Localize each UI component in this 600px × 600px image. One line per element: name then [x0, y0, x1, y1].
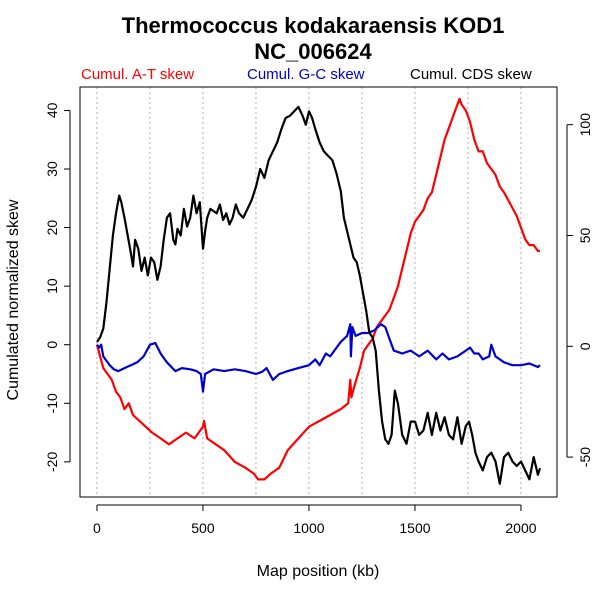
legend-gc-skew: Cumul. G-C skew: [247, 66, 365, 83]
series-line-2: [96, 105, 542, 485]
y2-tick-label: 0: [577, 342, 593, 350]
y-tick-label: 10: [44, 278, 60, 294]
chart-subtitle: NC_006624: [254, 39, 372, 64]
y-axis-right: -50 0 50 100: [566, 113, 593, 467]
y-axis-title: Cumulated normalized skew: [5, 199, 22, 400]
x-axis-title: Map position (kb): [257, 563, 380, 580]
y-tick-label: 0: [44, 341, 60, 349]
x-tick-label: 2000: [505, 520, 536, 536]
y-tick-label: 40: [44, 102, 60, 118]
series-line-1: [96, 323, 541, 393]
y2-tick-label: 100: [577, 113, 593, 137]
y2-tick-label: 50: [577, 228, 593, 244]
y-tick-label: 20: [44, 220, 60, 236]
y-axis-left: -20 -10 0 10 20 30 40: [44, 102, 71, 472]
x-tick-label: 500: [191, 520, 215, 536]
x-tick-label: 0: [93, 520, 101, 536]
plot-frame: [79, 86, 558, 498]
x-axis: 0 500 1000 1500 2000: [93, 504, 537, 536]
x-tick-label: 1500: [399, 520, 430, 536]
series-line-0: [95, 97, 540, 481]
chart-title: Thermococcus kodakaraensis KOD1: [122, 13, 505, 38]
series-lines: [95, 97, 542, 485]
legend-cds-skew: Cumul. CDS skew: [410, 66, 532, 83]
legend-at-skew: Cumul. A-T skew: [81, 66, 194, 83]
y-tick-label: -20: [44, 452, 60, 472]
vertical-gridlines: [96, 87, 522, 497]
y-tick-label: 30: [44, 161, 60, 177]
x-tick-label: 1000: [293, 520, 324, 536]
y2-tick-label: -50: [577, 447, 593, 467]
y-tick-label: -10: [44, 393, 60, 413]
